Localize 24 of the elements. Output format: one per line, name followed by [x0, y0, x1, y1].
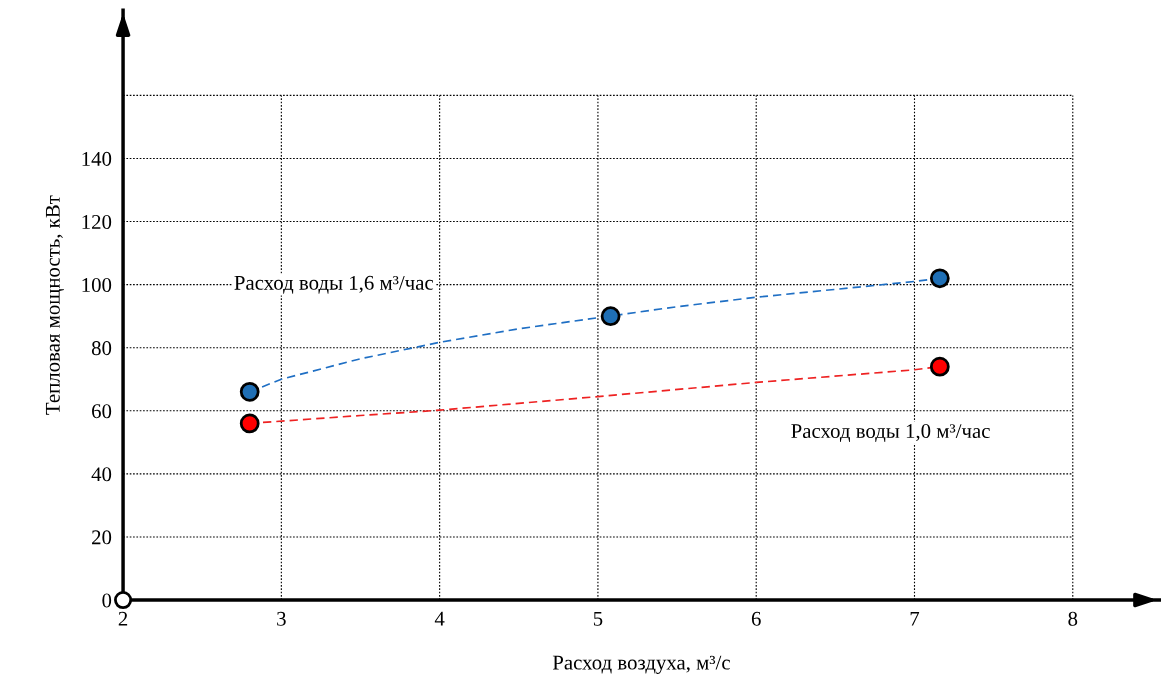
x-tick-label: 6	[751, 611, 761, 626]
y-tick-label: 40	[91, 467, 112, 482]
point	[929, 268, 950, 289]
y-tick-label: 120	[82, 214, 112, 229]
y-tick-label: 140	[82, 151, 112, 166]
x-axis-title: Расход воздуха, м³/с	[552, 655, 730, 674]
y-tick-label: 80	[91, 341, 112, 356]
x-tick-label: 4	[434, 611, 445, 626]
x-tick-label: 2	[118, 611, 128, 626]
text: Расход воды 1,6 м³/час	[234, 275, 434, 294]
x-tick-label: 7	[910, 611, 920, 626]
x-tick-label: 3	[277, 611, 286, 626]
y-tick-label: 100	[82, 278, 112, 293]
y-axis-title: Тепловая мощность, кВт	[45, 195, 64, 415]
y-tick-label: 20	[92, 530, 112, 545]
point	[600, 306, 621, 327]
point	[239, 381, 260, 402]
x-tick-label: 5	[593, 611, 603, 626]
text: Расход воды 1,0 м³/час	[791, 424, 990, 442]
point	[929, 356, 950, 377]
y-tick-label: 0	[102, 593, 112, 608]
y-tick-label: 60	[92, 404, 112, 419]
x-tick-label: 8	[1068, 611, 1078, 626]
point	[239, 413, 260, 434]
